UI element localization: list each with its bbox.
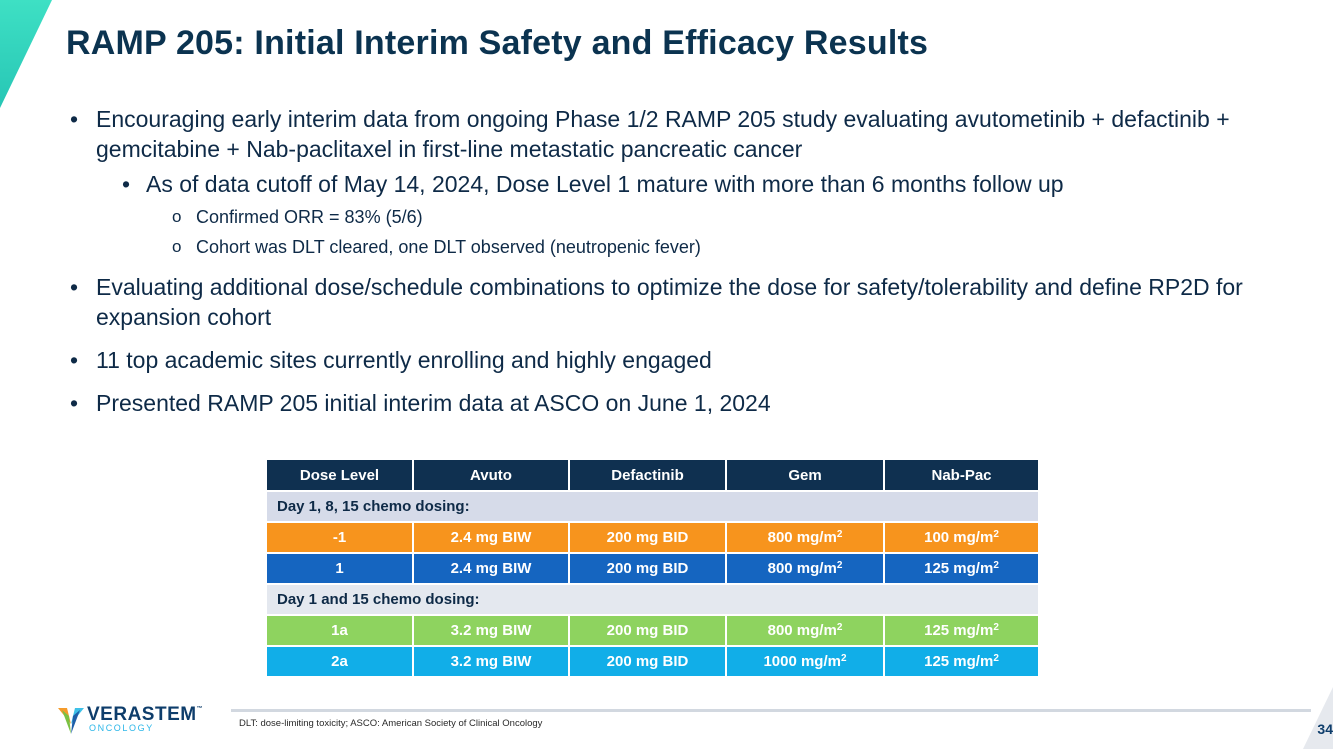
header-gem: Gem: [726, 460, 885, 492]
cell-defactinib: 200 mg BID: [569, 615, 727, 647]
cell-gem-value: 1000 mg/m: [763, 653, 841, 670]
cell-nab-pac-value: 125 mg/m: [924, 653, 994, 670]
superscript: 2: [840, 653, 847, 664]
sub-sub-bullet-orr: Confirmed ORR = 83% (5/6): [172, 205, 1280, 229]
table-row: 1 2.4 mg BIW 200 mg BID 800 mg/m2 125 mg…: [267, 553, 1040, 585]
superscript: 2: [836, 560, 843, 571]
section-row-day-1-15: Day 1 and 15 chemo dosing:: [267, 584, 1040, 616]
superscript: 2: [836, 529, 843, 540]
cell-dose-level: 1: [267, 553, 414, 585]
superscript: 2: [993, 529, 999, 540]
superscript: 2: [993, 622, 999, 633]
footer-divider: [231, 709, 1311, 712]
cell-defactinib: 200 mg BID: [569, 553, 727, 585]
cell-avuto: 3.2 mg BIW: [413, 646, 570, 678]
cell-nab-pac-value: 100 mg/m: [924, 529, 994, 546]
cell-gem: 800 mg/m2: [726, 615, 885, 647]
corner-accent-shape: [0, 0, 52, 108]
cell-nab-pac: 100 mg/m2: [884, 522, 1040, 554]
footnote: DLT: dose-limiting toxicity; ASCO: Ameri…: [239, 718, 543, 729]
cell-nab-pac: 125 mg/m2: [884, 646, 1040, 678]
logo-wordmark: VERASTEM™: [87, 704, 203, 726]
section-label: Day 1 and 15 chemo dosing:: [267, 584, 1040, 616]
cell-nab-pac-value: 125 mg/m: [924, 622, 994, 639]
cell-gem-value: 800 mg/m: [767, 622, 837, 639]
cell-gem: 800 mg/m2: [726, 522, 885, 554]
sub-sub-bullet-dlt: Cohort was DLT cleared, one DLT observed…: [172, 235, 1280, 259]
header-dose-level: Dose Level: [267, 460, 414, 492]
bullet-asco-presentation: Presented RAMP 205 initial interim data …: [70, 388, 1280, 418]
table-row: 2a 3.2 mg BIW 200 mg BID 1000 mg/m2 125 …: [267, 646, 1040, 678]
section-label: Day 1, 8, 15 chemo dosing:: [267, 491, 1040, 523]
cell-avuto: 2.4 mg BIW: [413, 553, 570, 585]
cell-gem-value: 800 mg/m: [767, 529, 837, 546]
table-header-row: Dose Level Avuto Defactinib Gem Nab-Pac: [267, 460, 1040, 492]
cell-defactinib: 200 mg BID: [569, 646, 727, 678]
bullet-list: Encouraging early interim data from ongo…: [70, 104, 1280, 418]
bullet-dose-schedule: Evaluating additional dose/schedule comb…: [70, 272, 1280, 332]
logo-trademark: ™: [196, 706, 204, 712]
bullet-academic-sites: 11 top academic sites currently enrollin…: [70, 345, 1280, 375]
cell-nab-pac-value: 125 mg/m: [924, 560, 994, 577]
bullet-interim-data: Encouraging early interim data from ongo…: [70, 104, 1280, 164]
cell-dose-level: -1: [267, 522, 414, 554]
header-avuto: Avuto: [413, 460, 570, 492]
logo-subtitle: ONCOLOGY: [89, 723, 154, 733]
superscript: 2: [993, 560, 999, 571]
cell-nab-pac: 125 mg/m2: [884, 615, 1040, 647]
cell-dose-level: 1a: [267, 615, 414, 647]
header-defactinib: Defactinib: [569, 460, 727, 492]
header-nab-pac: Nab-Pac: [884, 460, 1040, 492]
cell-dose-level: 2a: [267, 646, 414, 678]
corner-triangle-shape: [1303, 687, 1333, 749]
sub-bullet-data-cutoff: As of data cutoff of May 14, 2024, Dose …: [122, 169, 1280, 199]
logo-v-icon: [58, 708, 84, 734]
slide-title: RAMP 205: Initial Interim Safety and Eff…: [66, 24, 929, 62]
cell-avuto: 3.2 mg BIW: [413, 615, 570, 647]
dose-level-table: Dose Level Avuto Defactinib Gem Nab-Pac …: [267, 460, 1040, 678]
cell-gem: 800 mg/m2: [726, 553, 885, 585]
cell-gem-value: 800 mg/m: [767, 560, 837, 577]
cell-avuto: 2.4 mg BIW: [413, 522, 570, 554]
section-row-day-1-8-15: Day 1, 8, 15 chemo dosing:: [267, 491, 1040, 523]
cell-nab-pac: 125 mg/m2: [884, 553, 1040, 585]
cell-gem: 1000 mg/m2: [726, 646, 885, 678]
verastem-logo: VERASTEM™ ONCOLOGY: [58, 704, 208, 736]
superscript: 2: [836, 622, 843, 633]
table-row: 1a 3.2 mg BIW 200 mg BID 800 mg/m2 125 m…: [267, 615, 1040, 647]
cell-defactinib: 200 mg BID: [569, 522, 727, 554]
page-number: 34: [1317, 721, 1333, 737]
logo-name: VERASTEM: [87, 704, 197, 725]
table-row: -1 2.4 mg BIW 200 mg BID 800 mg/m2 100 m…: [267, 522, 1040, 554]
superscript: 2: [993, 653, 999, 664]
